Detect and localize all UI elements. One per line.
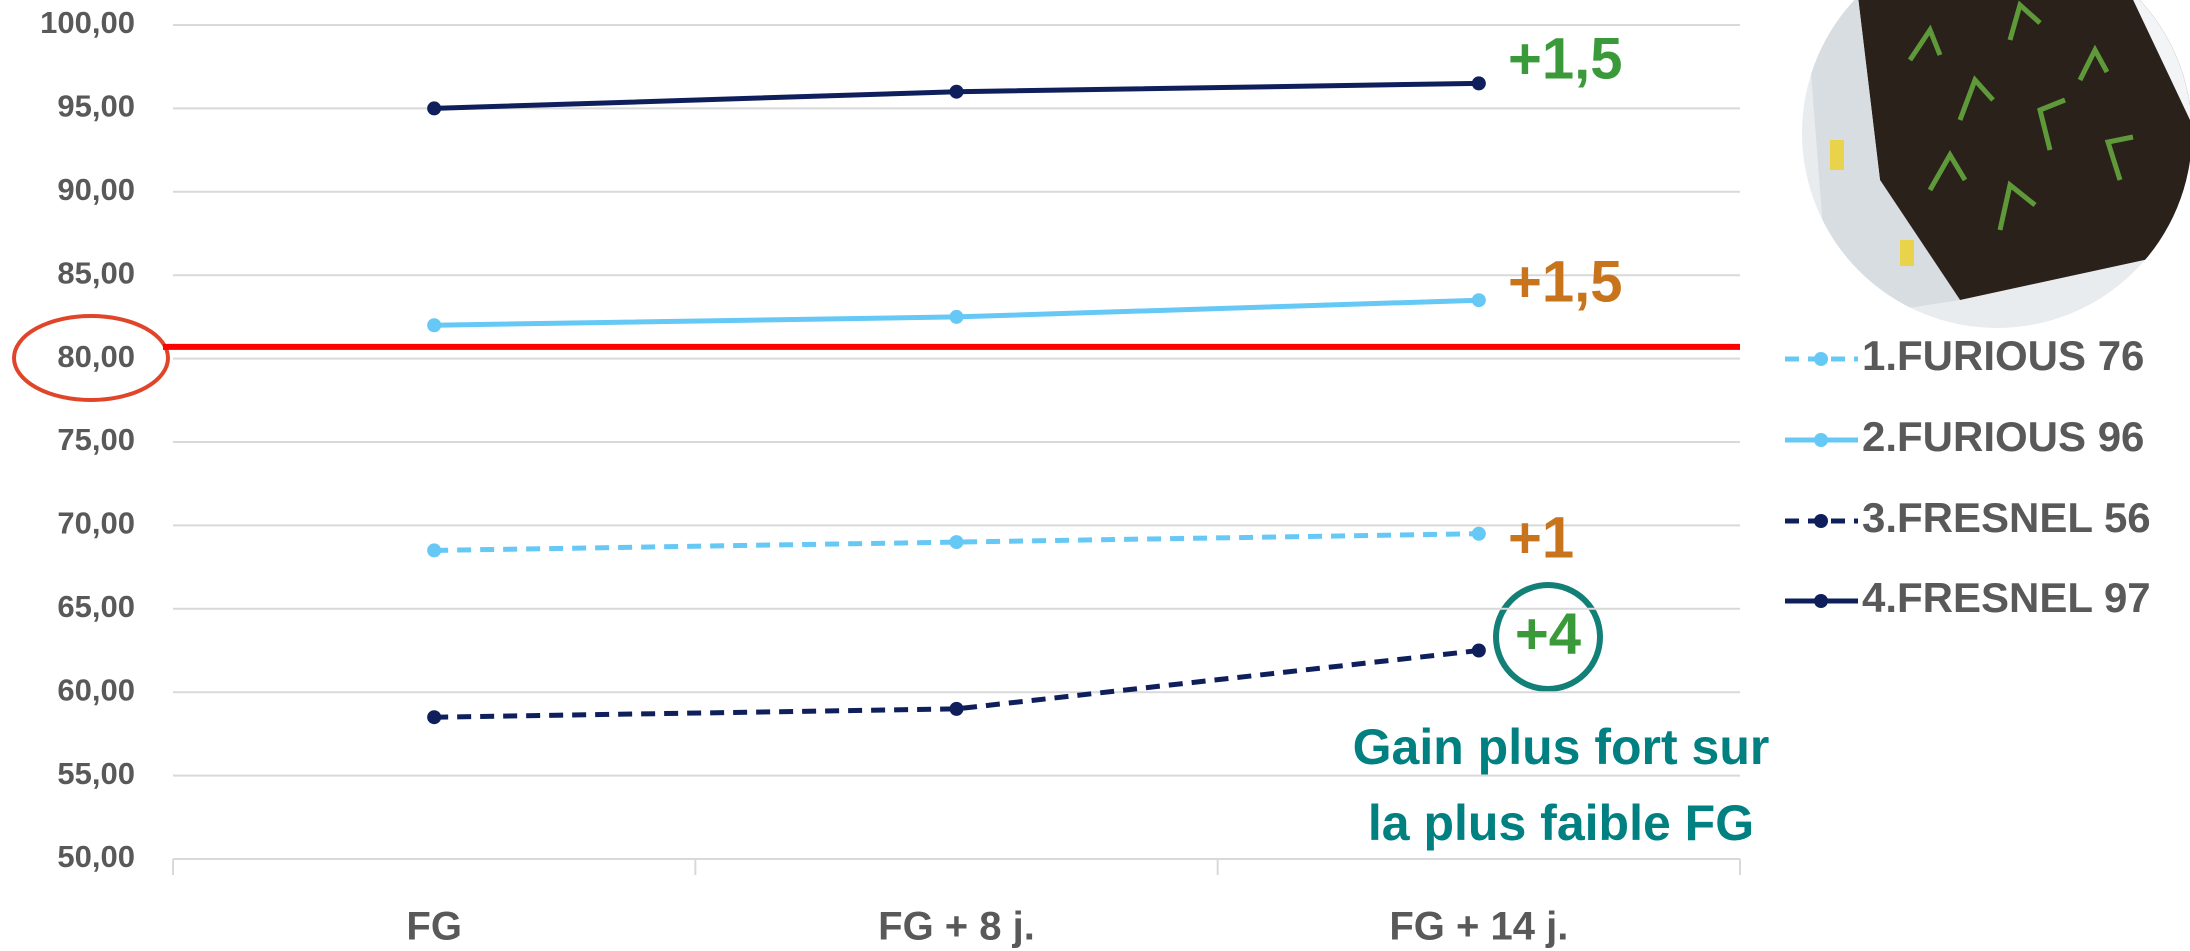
page: {"chart_data": {"type": "line", "categor… <box>0 0 2190 951</box>
y-tick-label: 65,00 <box>57 589 135 624</box>
y-tick-label: 55,00 <box>57 756 135 791</box>
legend-label: 3.FRESNEL 56 <box>1862 494 2151 541</box>
x-tick-label: FG <box>406 905 462 949</box>
annotation: +4 <box>1515 601 1581 666</box>
y-tick-label: 95,00 <box>57 89 135 124</box>
annotation: +1,5 <box>1508 249 1623 314</box>
point <box>427 101 441 115</box>
legend-marker <box>1814 433 1828 447</box>
y-tick-label: 75,00 <box>57 422 135 457</box>
y-tick-label: 90,00 <box>57 172 135 207</box>
annotation: +1,5 <box>1508 26 1623 91</box>
caption-line: la plus faible FG <box>1368 795 1754 851</box>
point <box>1472 527 1486 541</box>
caption-line: Gain plus fort sur <box>1353 719 1770 775</box>
legend-label: 1.FURIOUS 76 <box>1862 332 2144 379</box>
photo <box>1790 0 2190 350</box>
legend-marker <box>1814 352 1828 366</box>
point <box>427 543 441 557</box>
point <box>950 702 964 716</box>
point <box>1472 76 1486 90</box>
y-tick-label: 85,00 <box>57 255 135 290</box>
annotation: +1 <box>1508 505 1574 570</box>
legend-marker <box>1814 594 1828 608</box>
y-tick-label: 80,00 <box>57 339 135 374</box>
y-tick-label: 60,00 <box>57 672 135 707</box>
point <box>950 85 964 99</box>
x-tick-label: FG + 8 j. <box>878 905 1035 949</box>
legend-label: 2.FURIOUS 96 <box>1862 413 2144 460</box>
y-tick-label: 100,00 <box>40 5 135 40</box>
x-tick-label: FG + 14 j. <box>1389 905 1568 949</box>
point <box>950 310 964 324</box>
point <box>427 318 441 332</box>
chart: 50,00 55,00 60,00 65,00 70,00 75,00 80,00 85,00… <box>0 0 2190 951</box>
point <box>950 535 964 549</box>
point <box>427 710 441 724</box>
point <box>1472 293 1486 307</box>
y-tick-label: 50,00 <box>57 839 135 874</box>
y-tick-label: 70,00 <box>57 506 135 541</box>
point <box>1472 644 1486 658</box>
legend-label: 4.FRESNEL 97 <box>1862 574 2151 621</box>
legend-marker <box>1814 514 1828 528</box>
